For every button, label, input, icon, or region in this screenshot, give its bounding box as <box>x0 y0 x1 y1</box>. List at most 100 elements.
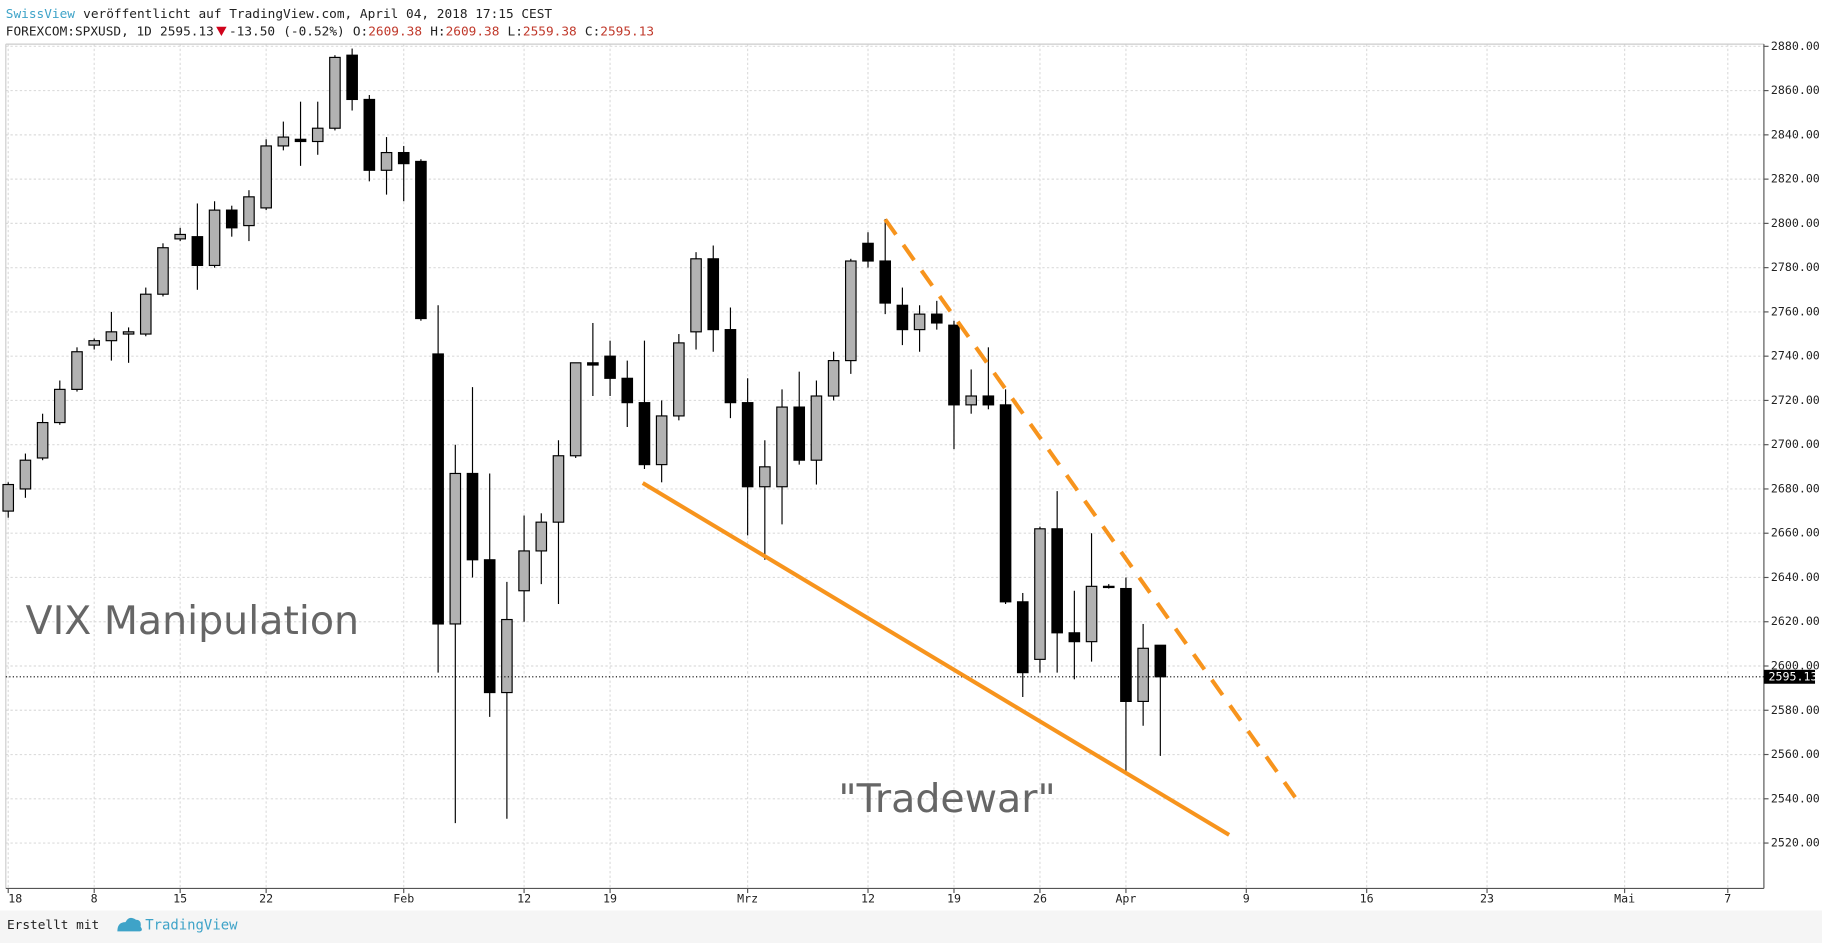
x-tick-label: 9 <box>1243 891 1250 905</box>
candle-body <box>690 258 702 333</box>
y-tick-label: 2800.00 <box>1771 216 1820 230</box>
candle-body <box>827 360 840 397</box>
candle-body <box>999 404 1012 603</box>
candle-body <box>741 402 754 488</box>
candle-body <box>88 340 101 346</box>
annotation: VIX Manipulation <box>26 598 360 644</box>
close-value: 2595.13 <box>600 24 654 39</box>
x-tick-label: Mrz <box>737 891 758 905</box>
y-tick-label: 2520.00 <box>1771 836 1820 850</box>
candle-body <box>930 313 943 324</box>
x-tick-label: 12 <box>517 891 531 905</box>
y-tick-label: 2840.00 <box>1771 127 1820 141</box>
candle-body <box>1102 585 1115 589</box>
last-price-label: 2595.13 <box>1769 669 1818 683</box>
y-tick-label: 2580.00 <box>1771 703 1820 717</box>
candle-body <box>329 56 341 129</box>
x-tick-label: Feb <box>393 891 414 905</box>
y-tick-label: 2720.00 <box>1771 393 1820 407</box>
candle-body <box>483 559 496 694</box>
y-tick-label: 2780.00 <box>1771 260 1820 274</box>
candle-body <box>36 421 49 459</box>
o-label: O: <box>353 24 368 39</box>
x-tick-label: Apr <box>1115 891 1136 905</box>
change-pct: (-0.52%) <box>283 24 345 39</box>
candle-body <box>397 151 410 165</box>
brand: TradingView <box>145 918 238 934</box>
last-price: 2595.13 <box>160 24 214 39</box>
candle-body <box>311 127 324 143</box>
candle-body <box>415 160 427 320</box>
candle-body <box>896 304 909 331</box>
candle-body <box>879 260 892 304</box>
brand-icon <box>117 917 142 932</box>
down-arrow <box>216 26 227 37</box>
candle-body <box>122 331 135 335</box>
candle-body <box>294 138 307 143</box>
last-price-box <box>1763 669 1816 684</box>
x-tick-label: Mai <box>1614 891 1635 905</box>
candle-body <box>174 233 186 240</box>
candle-body <box>638 402 651 466</box>
x-tick-label: 15 <box>173 891 187 905</box>
candle-body <box>208 209 221 267</box>
change: -13.50 <box>229 24 275 39</box>
x-tick-label: 7 <box>1724 891 1731 905</box>
candle-body <box>363 98 376 171</box>
l-label: L: <box>508 24 523 39</box>
candle-body <box>501 618 513 694</box>
candle-body <box>604 355 616 379</box>
candle-body <box>157 247 169 295</box>
candle-body <box>587 362 599 366</box>
y-tick-label: 2820.00 <box>1771 172 1820 186</box>
candle-body <box>1085 585 1098 643</box>
candle-body <box>1034 528 1046 660</box>
candle-body <box>2 483 15 512</box>
y-tick-label: 2640.00 <box>1771 570 1820 584</box>
candle-body <box>243 196 255 227</box>
x-tick-label: 23 <box>1480 891 1494 905</box>
candle-body <box>759 466 771 488</box>
candle-body <box>1051 528 1063 634</box>
candle-body <box>621 377 634 404</box>
candle-body <box>1068 632 1081 643</box>
candle-body <box>1154 644 1167 678</box>
candle-body <box>53 388 66 424</box>
candle-body <box>673 342 685 417</box>
candle-body <box>948 324 960 406</box>
plot: 2520.00 2540.00 2560.00 2580.00 2600.00 2620.… <box>2 39 1820 905</box>
candle-body <box>569 362 582 457</box>
candle-body <box>346 54 358 101</box>
author: SwissView <box>6 6 76 21</box>
candle-body <box>191 236 204 267</box>
published: veröffentlicht auf TradingView.com, Apri… <box>83 6 552 21</box>
x-tick-label: 19 <box>603 891 617 905</box>
candle-body <box>793 406 806 461</box>
candle-body <box>1137 647 1149 702</box>
x-tick-label: 12 <box>861 891 875 905</box>
y-tick-label: 2600.00 <box>1771 659 1820 673</box>
candle-body <box>432 353 444 625</box>
y-tick-label: 2620.00 <box>1771 614 1820 628</box>
symbol: FOREXCOM:SPXUSD, 1D <box>6 24 152 39</box>
y-tick-label: 2760.00 <box>1771 304 1820 318</box>
candle-body <box>380 151 393 171</box>
y-tick-label: 2740.00 <box>1771 349 1820 363</box>
footer-bg <box>0 910 1822 943</box>
x-tick-label: 26 <box>1033 891 1047 905</box>
y-tick-label: 2860.00 <box>1771 83 1820 97</box>
x-tick-label: 16 <box>1360 891 1374 905</box>
candle-body <box>1120 587 1132 702</box>
trendline <box>641 481 1231 837</box>
y-tick-label: 2700.00 <box>1771 437 1820 451</box>
x-tick-label: 22 <box>259 891 273 905</box>
high-value: 2609.38 <box>446 24 500 39</box>
candle-body <box>552 455 565 523</box>
symbol-line: FOREXCOM:SPXUSD, 1D 2595.13 -13.50 (-0.52%)… <box>6 24 654 39</box>
candle-body <box>1016 601 1029 674</box>
header-line: SwissView veröffentlicht auf TradingView.… <box>6 6 553 21</box>
annotation: "Tradewar" <box>838 776 1055 822</box>
candle-body <box>535 521 548 552</box>
candle-body <box>19 459 32 490</box>
candle-body <box>466 472 479 561</box>
